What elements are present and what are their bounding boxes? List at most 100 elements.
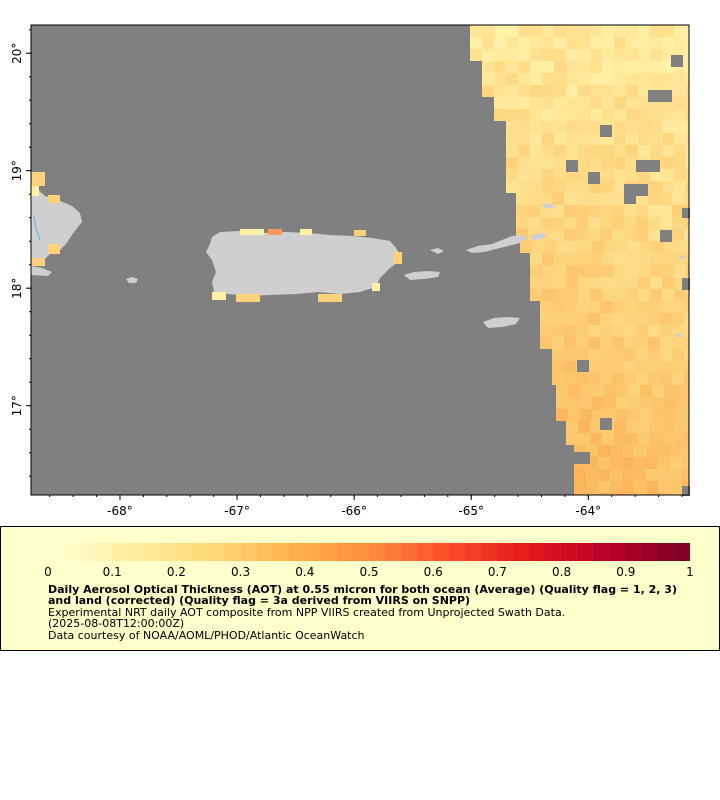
x-tick-label: -65° (458, 504, 484, 518)
aot-cell (660, 205, 672, 217)
aot-cell (592, 397, 604, 409)
aot-cell (674, 121, 686, 133)
y-tick-label: 18° (10, 278, 24, 299)
aot-cell (650, 421, 662, 433)
aot-cell (590, 85, 602, 97)
aot-cell (648, 205, 660, 217)
aot-cell (686, 169, 689, 181)
aot-cell (624, 301, 636, 313)
aot-cell (636, 205, 648, 217)
aot-cell (612, 337, 624, 349)
aot-cell (602, 253, 614, 265)
aot-cell (686, 61, 689, 73)
aot-cell (684, 349, 689, 361)
aot-cell (590, 157, 602, 169)
aot-cell (578, 265, 590, 277)
aot-cell (586, 469, 598, 481)
aot-cell (600, 325, 612, 337)
aot-cell (530, 289, 542, 301)
aot-cell (648, 349, 660, 361)
colorbar-cell (401, 543, 418, 561)
aot-cell (552, 193, 564, 205)
aot-cell (672, 349, 684, 361)
aot-cell (588, 349, 600, 361)
aot-cell (626, 97, 638, 109)
aot-cell (540, 313, 552, 325)
aot-cell (662, 253, 674, 265)
aot-fringe-cell (31, 172, 45, 186)
aot-cell (650, 133, 662, 145)
aot-cell (506, 157, 518, 169)
aot-cell (578, 37, 590, 49)
aot-cell (576, 325, 588, 337)
aot-cell (578, 433, 590, 445)
aot-cell (658, 469, 670, 481)
colorbar-cell (609, 543, 626, 561)
aot-cell (598, 469, 610, 481)
aot-cell (566, 145, 578, 157)
aot-cell (650, 265, 662, 277)
aot-cell (590, 433, 602, 445)
aot-cell (530, 85, 542, 97)
aot-cell (568, 397, 580, 409)
aot-cell (566, 49, 578, 61)
aot-cell (604, 241, 616, 253)
no-data-patch (682, 486, 690, 496)
aot-cell (530, 181, 542, 193)
aot-cell (602, 181, 614, 193)
colorbar-cell (593, 543, 610, 561)
aot-fringe-cell (236, 294, 260, 302)
aot-cell (578, 253, 590, 265)
hispaniola-west-tip (31, 266, 52, 276)
aot-cell (674, 421, 686, 433)
aot-cell (494, 109, 506, 121)
aot-cell (626, 169, 638, 181)
aot-cell (638, 253, 650, 265)
aot-cell (506, 73, 518, 85)
aot-cell (674, 25, 686, 37)
aot-cell (566, 277, 578, 289)
aot-cell (636, 361, 648, 373)
aot-cell (614, 169, 626, 181)
aot-cell (612, 373, 624, 385)
aot-cell (530, 109, 542, 121)
aot-cell (518, 121, 530, 133)
aot-cell (542, 49, 554, 61)
aot-cell (626, 73, 638, 85)
aot-cell (552, 337, 564, 349)
aot-cell (530, 49, 542, 61)
aot-cell (650, 109, 662, 121)
aot-cell (518, 181, 530, 193)
aot-cell (530, 277, 542, 289)
aot-cell (600, 373, 612, 385)
colorbar (48, 543, 690, 561)
aot-cell (600, 217, 612, 229)
aot-cell (554, 37, 566, 49)
aot-cell (600, 349, 612, 361)
colorbar-cell (288, 543, 305, 561)
colorbar-tick-label: 0.7 (487, 565, 507, 579)
aot-cell (660, 337, 672, 349)
aot-cell (506, 109, 518, 121)
aot-cell (662, 265, 674, 277)
aot-cell (590, 49, 602, 61)
aot-cell (470, 37, 482, 49)
aot-cell (624, 313, 636, 325)
aot-cell (518, 133, 530, 145)
aot-cell (660, 361, 672, 373)
aot-cell (552, 373, 564, 385)
aot-cell (610, 445, 622, 457)
colorbar-cell (481, 543, 498, 561)
aot-cell (554, 145, 566, 157)
aot-cell (648, 361, 660, 373)
aot-cell (614, 25, 626, 37)
aot-cell (636, 325, 648, 337)
aot-cell (600, 361, 612, 373)
aot-cell (506, 61, 518, 73)
colorbar-cell (144, 543, 161, 561)
aot-coastal-fringe (31, 172, 402, 302)
aot-cell (542, 169, 554, 181)
aot-cell (626, 265, 638, 277)
aot-cell (682, 445, 689, 457)
aot-cell (528, 217, 540, 229)
